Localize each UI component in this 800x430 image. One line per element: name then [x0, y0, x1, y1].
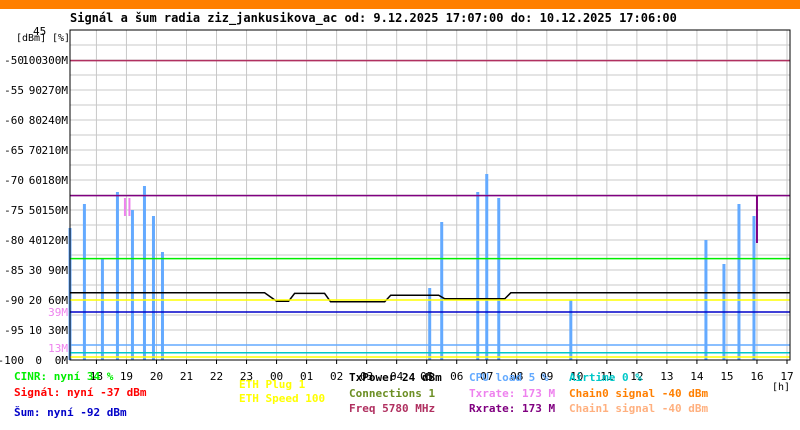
x-tick-label: 20: [150, 370, 163, 383]
y-tick-dbm: -80: [4, 234, 24, 247]
x-tick-label: 17: [780, 370, 793, 383]
y-tick-dbm: -55: [4, 84, 24, 97]
x-tick-label: 23: [240, 370, 253, 383]
chart-title: Signál a šum radia ziz_jankusikova_ac od…: [70, 11, 677, 26]
y-tick-rate: 90M: [48, 264, 68, 277]
y-tick-dbm: -90: [4, 294, 24, 307]
x-tick-label: 12: [630, 370, 643, 383]
legend-rxrate: Rxrate: 173 M: [469, 402, 556, 415]
y-tick-rate: 210M: [42, 144, 69, 157]
x-tick-label: 09: [540, 370, 553, 383]
plot-frame: [69, 29, 791, 361]
y-tick-txrate: 13M: [48, 342, 68, 355]
x-tick-label: 07: [480, 370, 493, 383]
legend-txpower: TxPower 24 dBm: [349, 371, 442, 384]
y-tick-rate: 270M: [42, 84, 69, 97]
y-tick-pct: 20: [29, 294, 42, 307]
legend-txrate: Txrate: 173 M: [469, 387, 556, 400]
y-tick-pct: 50: [29, 204, 42, 217]
y-tick-rate: 180M: [42, 174, 69, 187]
hour-unit-label: [h]: [772, 382, 790, 393]
x-tick-label: 05: [420, 370, 433, 383]
y-tick-pct: 40: [29, 234, 42, 247]
y-tick-dbm: -50: [4, 54, 24, 67]
series-lines: [70, 59, 790, 358]
x-tick-label: 16: [750, 370, 763, 383]
x-tick-label: 11: [600, 370, 613, 383]
y-tick-rate: 300M: [42, 54, 69, 67]
x-tick-label: 21: [180, 370, 193, 383]
legend-freq: Freq 5780 MHz: [349, 402, 436, 415]
y-tick-txrate: 39M: [48, 306, 68, 319]
x-tick-label: 18: [90, 370, 103, 383]
y-tick-rate: 30M: [48, 324, 68, 337]
y-tick-pct: 30: [29, 264, 42, 277]
legend-eth-speed: ETH Speed 100: [239, 392, 326, 405]
y-tick-rate: 240M: [42, 114, 69, 127]
top-dbm-label: 45: [33, 25, 46, 38]
legend-chain1: Chain1 signal -40 dBm: [569, 402, 709, 415]
y-tick-pct: 10: [29, 324, 42, 337]
x-tick-label: 03: [360, 370, 373, 383]
top-orange-band: [0, 0, 800, 9]
y-tick-dbm: -85: [4, 264, 24, 277]
pct-axis-header: [%]: [52, 33, 70, 44]
legend-cinr: CINR: nyní 34 %: [14, 370, 114, 383]
y-tick-rate: 60M: [48, 294, 68, 307]
x-tick-label: 02: [330, 370, 343, 383]
x-tick-label: 01: [300, 370, 313, 383]
legend-eth-plug: ETH Plug 1: [239, 378, 306, 391]
x-tick-label: 14: [690, 370, 704, 383]
y-tick-dbm: -95: [4, 324, 24, 337]
y-tick-dbm: -65: [4, 144, 24, 157]
legend-connections: Connections 1: [349, 387, 436, 400]
x-tick-label: 08: [510, 370, 523, 383]
legend-signal: Signál: nyní -37 dBm: [14, 386, 147, 399]
y-tick-pct: 80: [29, 114, 42, 127]
dbm-axis-header: [dBm]: [16, 33, 46, 44]
y-tick-pct: 60: [29, 174, 42, 187]
y-tick-rate: 120M: [42, 234, 69, 247]
legend-sum: Šum: nyní -92 dBm: [14, 406, 127, 419]
y-tick-pct: 90: [29, 84, 42, 97]
legend-chain0: Chain0 signal -40 dBm: [569, 387, 709, 400]
legend-cpu: CPU load 5 %: [469, 371, 549, 384]
y-tick-dbm: -75: [4, 204, 24, 217]
x-tick-label: 13: [660, 370, 673, 383]
x-tick-label: 19: [120, 370, 133, 383]
y-tick-pct: 100: [22, 54, 42, 67]
y-tick-pct: 0: [35, 354, 42, 367]
y-tick-dbm: -70: [4, 174, 24, 187]
x-tick-label: 15: [720, 370, 733, 383]
y-tick-pct: 70: [29, 144, 42, 157]
legend-airtime: Airtime 0 %: [569, 371, 642, 384]
x-axis-ticks: 18 19 20 21 22 23 00 01 02 03 04 05 06 07 08 09 10 11 12 13…: [90, 360, 794, 383]
x-tick-label: 04: [390, 370, 404, 383]
series-txpower: [70, 292, 790, 303]
y-tick-dbm: -100: [0, 354, 24, 367]
x-tick-label: 00: [270, 370, 283, 383]
y-tick-rate: 0M: [55, 354, 69, 367]
x-tick-label: 06: [450, 370, 463, 383]
x-tick-label: 10: [570, 370, 583, 383]
y-tick-dbm: -60: [4, 114, 24, 127]
burst-marks: [68, 174, 758, 360]
x-tick-label: 22: [210, 370, 223, 383]
y-tick-rate: 150M: [42, 204, 69, 217]
